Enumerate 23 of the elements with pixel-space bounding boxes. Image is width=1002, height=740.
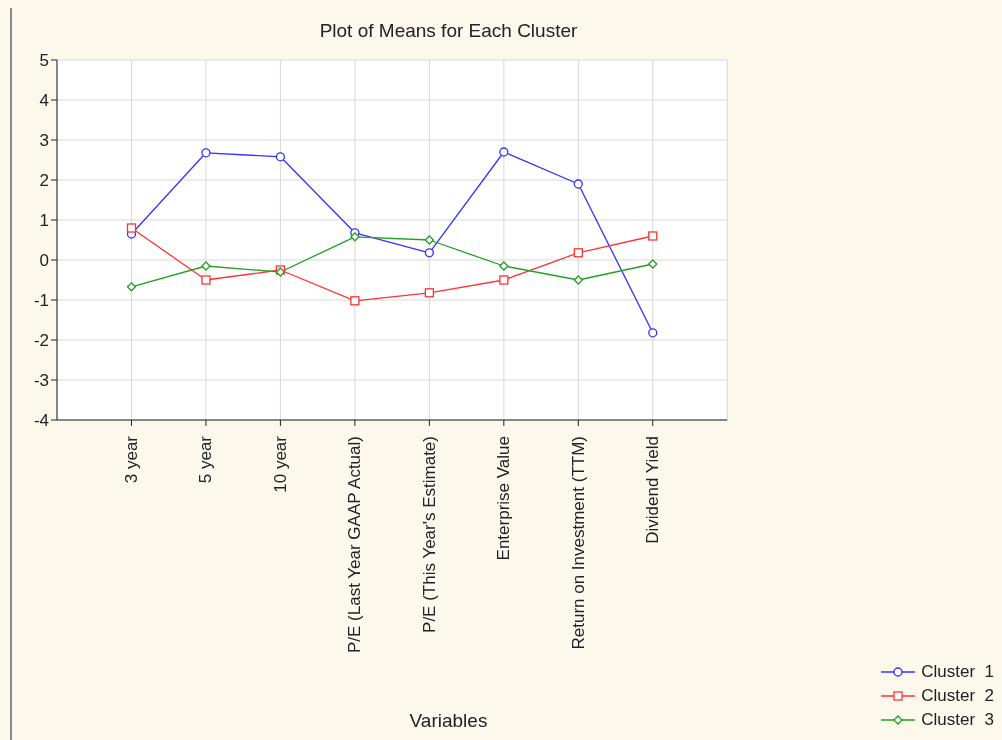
x-tick-label: Dividend Yield [643, 436, 663, 544]
legend-label: Cluster 1 [921, 662, 994, 682]
y-tick-label: -2 [33, 331, 49, 351]
chart-title: Plot of Means for Each Cluster [318, 20, 579, 42]
y-tick-label: 1 [39, 211, 49, 231]
x-tick-label: 5 year [196, 435, 216, 484]
y-tick-label: -1 [33, 291, 49, 311]
y-tick-label: 0 [39, 251, 49, 271]
x-tick-label: P/E (This Year's Estimate) [419, 436, 439, 633]
y-tick-label: 3 [39, 131, 49, 151]
y-tick-label: 2 [39, 171, 49, 191]
x-tick-label: 3 year [121, 435, 141, 484]
y-tick-label: 5 [39, 51, 49, 71]
x-tick-label: 10 year [270, 435, 290, 493]
legend-label: Cluster 3 [921, 710, 994, 730]
y-tick-label: -4 [33, 411, 49, 431]
x-tick-label: P/E (Last Year GAAP Actual) [345, 436, 365, 654]
y-tick-label: 4 [39, 91, 49, 111]
x-axis-title: Variables [408, 710, 489, 732]
legend-label: Cluster 2 [921, 686, 994, 706]
y-tick-label: -3 [33, 371, 49, 391]
x-tick-label: Return on Investment (TTM) [568, 436, 588, 650]
x-tick-label: Enterprise Value [494, 436, 514, 561]
